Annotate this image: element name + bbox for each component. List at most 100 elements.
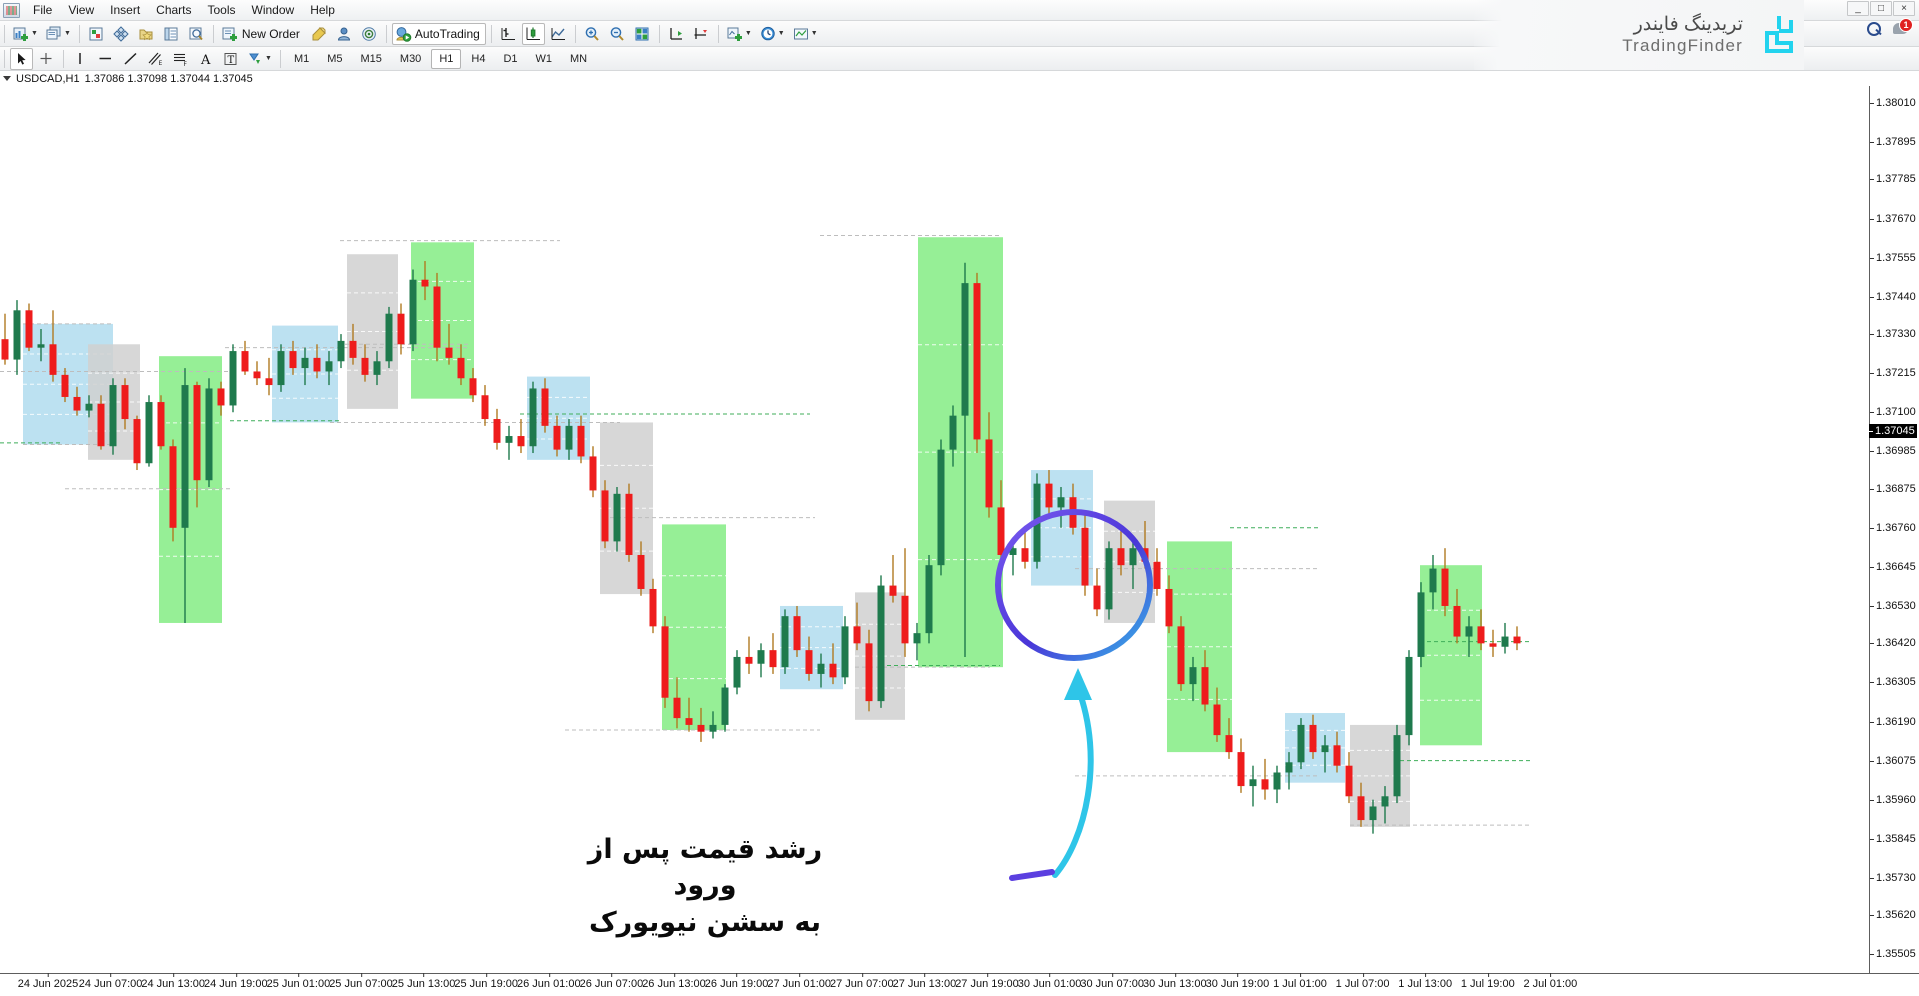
bar-chart-button[interactable]: [497, 23, 520, 45]
timeframe-m1[interactable]: M1: [293, 52, 310, 65]
timeframe-mn[interactable]: MN: [570, 52, 588, 65]
restore-button[interactable]: □: [1870, 1, 1892, 16]
time-tick: 27 Jun 13:00: [892, 973, 957, 990]
window-controls: _ □ ×: [1847, 1, 1915, 16]
timeframe-m15[interactable]: M15: [360, 52, 382, 65]
toolbar-separator: [78, 24, 80, 43]
strategy-tester-button[interactable]: [185, 23, 208, 45]
collapse-triangle-icon[interactable]: [3, 76, 11, 81]
candle: [1321, 735, 1329, 773]
chevron-down-icon[interactable]: ▼: [744, 30, 752, 37]
menu-item-view[interactable]: View: [68, 2, 95, 17]
timeframe-m5[interactable]: M5: [327, 52, 343, 65]
menu-item-window[interactable]: Window: [251, 2, 295, 17]
shapes-button[interactable]: ▼: [244, 48, 275, 70]
chevron-down-icon[interactable]: ▼: [31, 30, 38, 37]
candle: [325, 351, 333, 386]
symbol-info-bar: USDCAD,H1 1.37086 1.37098 1.37044 1.3704…: [0, 71, 1919, 86]
metatrader-logo-icon: [3, 2, 20, 18]
new-chart-button[interactable]: ▼: [10, 23, 41, 45]
trendline-icon: [122, 51, 139, 67]
menu-item-charts[interactable]: Charts: [156, 2, 192, 17]
candle: [1345, 752, 1353, 804]
equidistant-channel-button[interactable]: E: [144, 48, 167, 70]
toolbar-separator: [658, 24, 660, 43]
autotrading-label: AutoTrading: [414, 26, 480, 41]
vertical-line-icon: [72, 51, 89, 67]
line-chart-button[interactable]: [547, 23, 570, 45]
chart-svg: [0, 235, 1530, 834]
templates-icon: [793, 26, 810, 42]
candle: [1369, 799, 1377, 834]
horizontal-line-button[interactable]: [94, 48, 117, 70]
candle: [709, 711, 717, 739]
timeframe-h1[interactable]: H1: [431, 48, 462, 69]
candle: [241, 340, 249, 375]
text-button[interactable]: A: [194, 48, 217, 70]
menu-item-tools[interactable]: Tools: [207, 2, 236, 17]
price-tick: 1.36985: [1870, 445, 1916, 457]
candle: [925, 554, 933, 644]
candle: [1417, 582, 1425, 668]
annotation-text: رشد قیمت پس از ورود به سشن نیویورک: [555, 832, 855, 941]
profiles-button[interactable]: ▼: [43, 23, 74, 45]
candle: [289, 340, 297, 375]
toolbar-separator: [4, 49, 5, 68]
chevron-down-icon[interactable]: ▼: [63, 30, 71, 37]
new-order-button[interactable]: New Order: [219, 23, 306, 45]
cursor-button[interactable]: [10, 47, 33, 70]
candle: [1093, 568, 1101, 617]
candle: [769, 633, 777, 674]
trendline-button[interactable]: [119, 48, 142, 70]
tile-windows-button[interactable]: [631, 23, 654, 45]
menu-item-help[interactable]: Help: [310, 2, 335, 17]
candle: [1225, 718, 1233, 759]
timeframe-m30[interactable]: M30: [399, 52, 422, 65]
indicators-button[interactable]: ▼: [724, 23, 755, 45]
chevron-down-icon[interactable]: ▼: [265, 55, 272, 62]
time-axis[interactable]: 24 Jun 2025 24 Jun 07:00 24 Jun 13:00 24 Ju…: [0, 973, 1919, 996]
timeframe-h4[interactable]: H4: [471, 52, 486, 65]
price-axis[interactable]: 1.38010 1.37895 1.37785 1.37670 1.37555 1.374…: [1869, 86, 1919, 973]
candle: [637, 541, 645, 596]
notification-icon[interactable]: 1: [1893, 18, 1913, 38]
expert-advisors-button[interactable]: [333, 23, 356, 45]
timeframe-d1[interactable]: D1: [503, 52, 518, 65]
auto-scroll-button[interactable]: [665, 23, 688, 45]
time-tick: 26 Jun 07:00: [579, 973, 644, 990]
timeframe-w1[interactable]: W1: [535, 52, 553, 65]
chart-shift-button[interactable]: [690, 23, 713, 45]
candle: [13, 300, 21, 375]
autotrading-button[interactable]: AutoTrading: [391, 22, 486, 45]
candle: [433, 272, 441, 362]
zoom-in-button[interactable]: [581, 23, 604, 45]
vertical-line-button[interactable]: [69, 48, 92, 70]
crosshair-button[interactable]: [35, 48, 58, 70]
navigator-button[interactable]: [135, 23, 158, 45]
chart-canvas[interactable]: [0, 86, 1869, 973]
fibonacci-button[interactable]: F: [169, 48, 192, 70]
chevron-down-icon[interactable]: ▼: [810, 30, 818, 37]
minimize-button[interactable]: _: [1847, 1, 1869, 16]
candle: [649, 578, 657, 634]
zoom-out-button[interactable]: [606, 23, 629, 45]
toolbar-separator: [279, 49, 281, 68]
time-tick: 24 Jun 2025: [17, 973, 79, 990]
menu-item-file[interactable]: File: [33, 2, 53, 17]
data-window-button[interactable]: [110, 23, 133, 45]
candle: [697, 707, 705, 742]
terminal-button[interactable]: [160, 23, 183, 45]
candle: [229, 344, 237, 413]
chevron-down-icon[interactable]: ▼: [777, 30, 785, 37]
periods-button[interactable]: ▼: [757, 23, 788, 45]
menu-item-insert[interactable]: Insert: [110, 2, 141, 17]
candle: [193, 381, 201, 508]
metaeditor-button[interactable]: [308, 23, 331, 45]
candlestick-chart-button[interactable]: [521, 22, 545, 45]
search-icon[interactable]: [1867, 21, 1882, 37]
close-button[interactable]: ×: [1893, 1, 1915, 16]
text-label-button[interactable]: T: [219, 48, 242, 70]
signals-button[interactable]: [358, 23, 381, 45]
market-watch-button[interactable]: [85, 23, 108, 45]
templates-button[interactable]: ▼: [790, 23, 821, 45]
